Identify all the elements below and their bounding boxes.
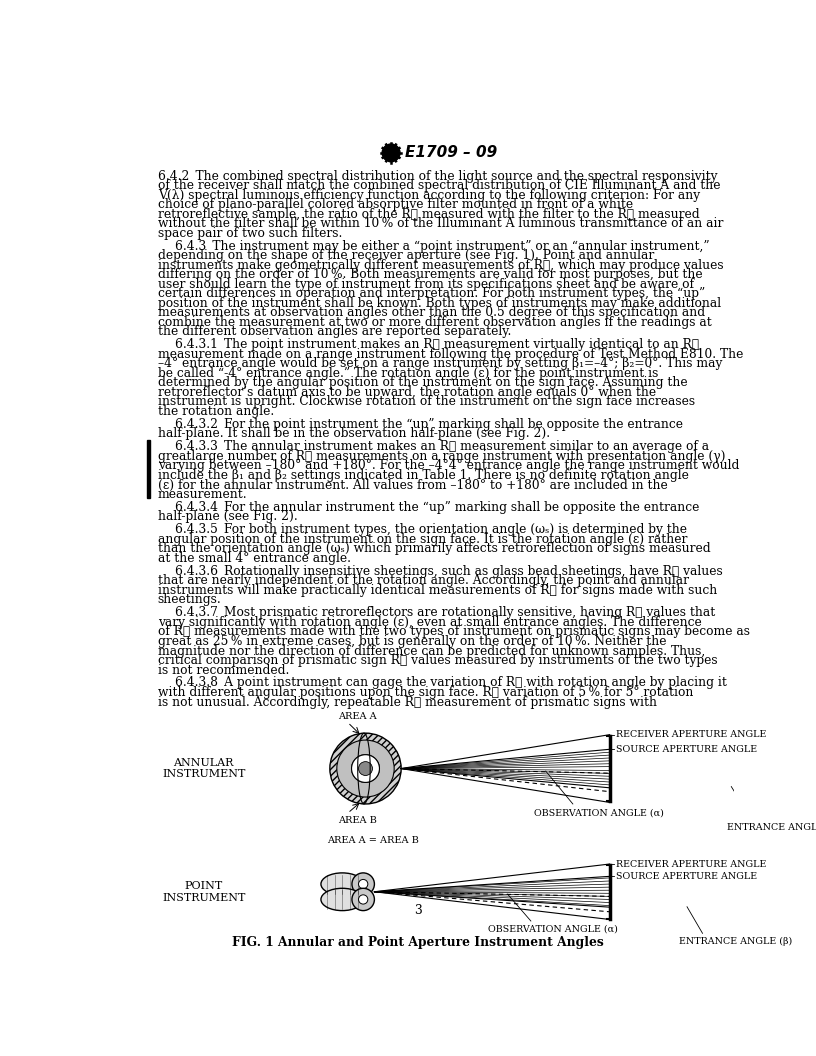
Circle shape (358, 880, 368, 889)
Text: measurements at observation angles other than the 0.5 degree of this specificati: measurements at observation angles other… (157, 306, 705, 319)
Circle shape (352, 755, 379, 782)
Text: 6.4.3.4 For the annular instrument the “up” marking shall be opposite the entran: 6.4.3.4 For the annular instrument the “… (175, 501, 699, 514)
Text: position of the instrument shall be known. Both types of instruments may make ad: position of the instrument shall be know… (157, 297, 721, 309)
Text: choice of plano-parallel colored absorptive filter mounted in front of a white: choice of plano-parallel colored absorpt… (157, 199, 633, 211)
Text: critical comparison of prismatic sign R⁁ values measured by instruments of the t: critical comparison of prismatic sign R⁁… (157, 654, 717, 667)
Text: RECEIVER APERTURE ANGLE: RECEIVER APERTURE ANGLE (616, 730, 766, 739)
Text: the rotation angle.: the rotation angle. (157, 406, 274, 418)
Text: include the β₁ and β₂ settings indicated in Table 1. There is no definite rotati: include the β₁ and β₂ settings indicated… (157, 469, 689, 482)
Text: FIG. 1 Annular and Point Aperture Instrument Angles: FIG. 1 Annular and Point Aperture Instru… (233, 936, 604, 948)
Text: (ε) for the annular instrument. All values from –180° to +180° are included in t: (ε) for the annular instrument. All valu… (157, 478, 667, 491)
Circle shape (352, 873, 375, 895)
Text: instruments make geometrically different measurements of R⁁, which may produce v: instruments make geometrically different… (157, 259, 724, 271)
Text: differing on the order of 10 %. Both measurements are valid for most purposes, b: differing on the order of 10 %. Both mea… (157, 268, 703, 281)
Wedge shape (330, 733, 401, 804)
Text: 6.4.3.5 For both instrument types, the orientation angle (ωₛ) is determined by t: 6.4.3.5 For both instrument types, the o… (175, 524, 687, 536)
Text: that are nearly independent of the rotation angle. Accordingly, the point and an: that are nearly independent of the rotat… (157, 574, 689, 587)
Text: certain differences in operation and interpretation. For both instrument types, : certain differences in operation and int… (157, 287, 705, 300)
Text: user should learn the type of instrument from its specifications sheet and be aw: user should learn the type of instrument… (157, 278, 694, 290)
Text: 6.4.3.6 Rotationally insensitive sheetings, such as glass bead sheetings, have R: 6.4.3.6 Rotationally insensitive sheetin… (175, 565, 723, 578)
Text: AREA A: AREA A (339, 712, 377, 721)
Text: magnitude nor the direction of difference can be predicted for unknown samples. : magnitude nor the direction of differenc… (157, 644, 705, 658)
Text: vary significantly with rotation angle (ε), even at small entrance angles. The d: vary significantly with rotation angle (… (157, 616, 702, 629)
Text: AREA B: AREA B (339, 816, 377, 826)
Text: 6.4.3.7 Most prismatic retroreflectors are rotationally sensitive, having R⁁ val: 6.4.3.7 Most prismatic retroreflectors a… (175, 606, 715, 620)
Ellipse shape (321, 888, 364, 910)
Circle shape (358, 894, 368, 904)
Text: 6.4.2 The combined spectral distribution of the light source and the spectral re: 6.4.2 The combined spectral distribution… (157, 170, 717, 183)
Text: depending on the shape of the receiver aperture (see Fig. 1). Point and annular: depending on the shape of the receiver a… (157, 249, 654, 262)
Text: at the small 4° entrance angle.: at the small 4° entrance angle. (157, 552, 351, 565)
Text: ANNULAR
INSTRUMENT: ANNULAR INSTRUMENT (162, 758, 246, 779)
Text: varying between –180° and +180°. For the –4°4° entrance angle the range instrume: varying between –180° and +180°. For the… (157, 459, 739, 472)
Text: measurement made on a range instrument following the procedure of Test Method E8: measurement made on a range instrument f… (157, 347, 743, 361)
Text: 3: 3 (415, 904, 422, 917)
Text: is not recommended.: is not recommended. (157, 663, 289, 677)
Text: space pair of two such filters.: space pair of two such filters. (157, 227, 342, 240)
Text: angular position of the instrument on the sign face. It is the rotation angle (ε: angular position of the instrument on th… (157, 533, 687, 546)
Bar (147, 439, 150, 497)
Text: half-plane. It shall be in the observation half-plane (see Fig. 2).: half-plane. It shall be in the observati… (157, 428, 550, 440)
Text: of the receiver shall match the combined spectral distribution of CIE Illuminant: of the receiver shall match the combined… (157, 180, 721, 192)
Text: with different angular positions upon the sign face. R⁁ variation of 5 % for 5° : with different angular positions upon th… (157, 686, 693, 699)
Text: the different observation angles are reported separately.: the different observation angles are rep… (157, 325, 511, 339)
Text: POINT
INSTRUMENT: POINT INSTRUMENT (162, 881, 246, 903)
Text: retroreflector’s datum axis to be upward, the rotation angle equals 0° when the: retroreflector’s datum axis to be upward… (157, 386, 656, 399)
Text: OBSERVATION ANGLE (α): OBSERVATION ANGLE (α) (534, 809, 664, 817)
Text: half-plane (see Fig. 2).: half-plane (see Fig. 2). (157, 510, 298, 524)
Text: of R⁁ measurements made with the two types of instrument on prismatic signs may : of R⁁ measurements made with the two typ… (157, 625, 750, 639)
Text: than the orientation angle (ωₛ) which primarily affects retroreflection of signs: than the orientation angle (ωₛ) which pr… (157, 543, 711, 555)
Text: –4° entrance angle would be set on a range instrument by setting β₁=–4°; β₂=0°. : –4° entrance angle would be set on a ran… (157, 357, 722, 371)
Circle shape (358, 761, 372, 775)
Text: 6.4.3.1 The point instrument makes an R⁁ measurement virtually identical to an R: 6.4.3.1 The point instrument makes an R⁁… (175, 338, 699, 352)
Text: E1709 – 09: E1709 – 09 (405, 146, 497, 161)
Text: sheetings.: sheetings. (157, 593, 222, 606)
Text: AREA A = AREA B: AREA A = AREA B (326, 836, 419, 845)
Circle shape (344, 747, 388, 790)
Circle shape (382, 144, 400, 162)
Text: 6.4.3.8 A point instrument can gage the variation of R⁁ with rotation angle by p: 6.4.3.8 A point instrument can gage the … (175, 677, 727, 690)
Text: ENTRANCE ANGLE (β): ENTRANCE ANGLE (β) (679, 937, 792, 945)
Text: ENTRANCE ANGLE (β): ENTRANCE ANGLE (β) (727, 823, 816, 831)
Text: great as 25 % in extreme cases, but is generally on the order of 10 %. Neither t: great as 25 % in extreme cases, but is g… (157, 635, 667, 648)
Text: greatlarge number of R⁁ measurements on a range instrument with presentation ang: greatlarge number of R⁁ measurements on … (157, 450, 725, 463)
Text: instrument is upright. Clockwise rotation of the instrument on the sign face inc: instrument is upright. Clockwise rotatio… (157, 396, 695, 409)
Text: 6.4.3.3 The annular instrument makes an R⁁ measurement similar to an average of : 6.4.3.3 The annular instrument makes an … (175, 440, 709, 453)
Text: measurement.: measurement. (157, 488, 247, 501)
Text: SOURCE APERTURE ANGLE: SOURCE APERTURE ANGLE (616, 744, 757, 754)
Text: combine the measurement at two or more different observation angles if the readi: combine the measurement at two or more d… (157, 316, 712, 329)
Text: SOURCE APERTURE ANGLE: SOURCE APERTURE ANGLE (616, 872, 757, 881)
Text: without the filter shall be within 10 % of the Illuminant A luminous transmittan: without the filter shall be within 10 % … (157, 218, 723, 230)
Ellipse shape (321, 873, 364, 895)
Text: be called “-4° entrance angle.” The rotation angle (ε) for the point instrument : be called “-4° entrance angle.” The rota… (157, 366, 659, 380)
Text: OBSERVATION ANGLE (α): OBSERVATION ANGLE (α) (488, 924, 618, 934)
Text: instruments will make practically identical measurements of R⁁ for signs made wi: instruments will make practically identi… (157, 584, 717, 597)
Circle shape (352, 888, 375, 910)
Wedge shape (337, 740, 394, 797)
Text: RECEIVER APERTURE ANGLE: RECEIVER APERTURE ANGLE (616, 860, 766, 868)
Text: 6.4.3.2 For the point instrument the “up” marking shall be opposite the entrance: 6.4.3.2 For the point instrument the “up… (175, 418, 683, 431)
Text: 6.4.3 The instrument may be either a “point instrument” or an “annular instrumen: 6.4.3 The instrument may be either a “po… (175, 240, 709, 252)
Text: is not unusual. Accordingly, repeatable R⁁ measurement of prismatic signs with: is not unusual. Accordingly, repeatable … (157, 696, 657, 709)
Circle shape (388, 149, 395, 156)
Text: retroreflective sample, the ratio of the R⁁ measured with the filter to the R⁁ m: retroreflective sample, the ratio of the… (157, 208, 699, 221)
Text: determined by the angular position of the instrument on the sign face. Assuming : determined by the angular position of th… (157, 377, 687, 390)
Text: V(λ) spectral luminous efficiency function according to the following criterion:: V(λ) spectral luminous efficiency functi… (157, 189, 700, 202)
